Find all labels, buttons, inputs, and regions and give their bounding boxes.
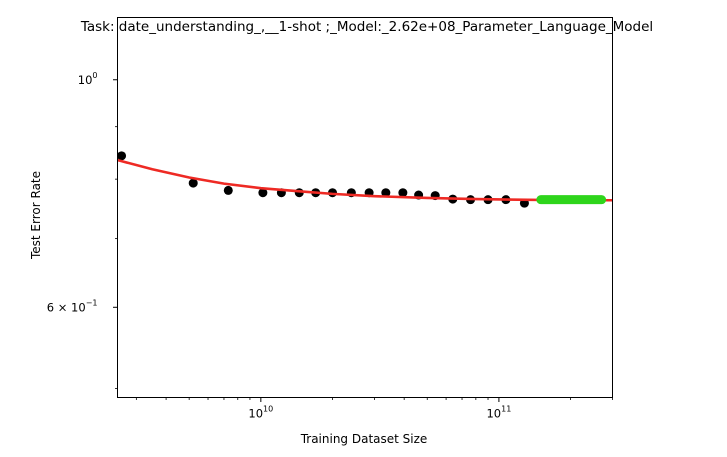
fit-line: [117, 158, 613, 202]
x-axis-label: Training Dataset Size: [300, 432, 428, 446]
data-point: [398, 188, 408, 198]
plot-frame: [117, 17, 613, 398]
y-tick-label: 100: [78, 71, 98, 87]
y-tick-exponent: 0: [92, 71, 97, 80]
data-point: [223, 185, 233, 195]
data-point: [117, 151, 127, 161]
y-tick-label: 6 × 10−1: [47, 298, 98, 314]
chart-marks: [117, 151, 613, 208]
data-point: [258, 188, 268, 198]
x-tick-label: 1011: [486, 405, 511, 421]
data-point: [188, 178, 198, 188]
y-axis-label: Test Error Rate: [29, 171, 43, 260]
y-tick-exponent: −1: [86, 298, 98, 307]
data-point: [381, 188, 391, 198]
x-tick-exponent: 11: [501, 405, 511, 414]
chart-title: Task: date_understanding_,__1-shot ;_Mod…: [80, 19, 653, 35]
x-tick-label: 1010: [248, 405, 273, 421]
x-tick-exponent: 10: [263, 405, 273, 414]
